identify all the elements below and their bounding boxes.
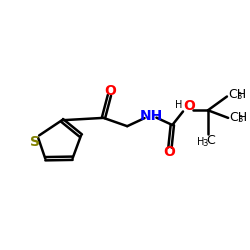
- Text: O: O: [163, 145, 175, 159]
- Text: H: H: [175, 100, 182, 110]
- Text: 3: 3: [202, 139, 208, 148]
- Text: C: C: [206, 134, 215, 147]
- Text: NH: NH: [139, 108, 162, 122]
- Text: 3: 3: [237, 115, 242, 124]
- Text: O: O: [105, 84, 117, 98]
- Text: 3: 3: [236, 92, 241, 100]
- Text: H: H: [197, 136, 204, 146]
- Text: O: O: [184, 100, 196, 114]
- Text: S: S: [30, 134, 40, 148]
- Text: CH: CH: [229, 112, 248, 124]
- Text: CH: CH: [228, 88, 246, 101]
